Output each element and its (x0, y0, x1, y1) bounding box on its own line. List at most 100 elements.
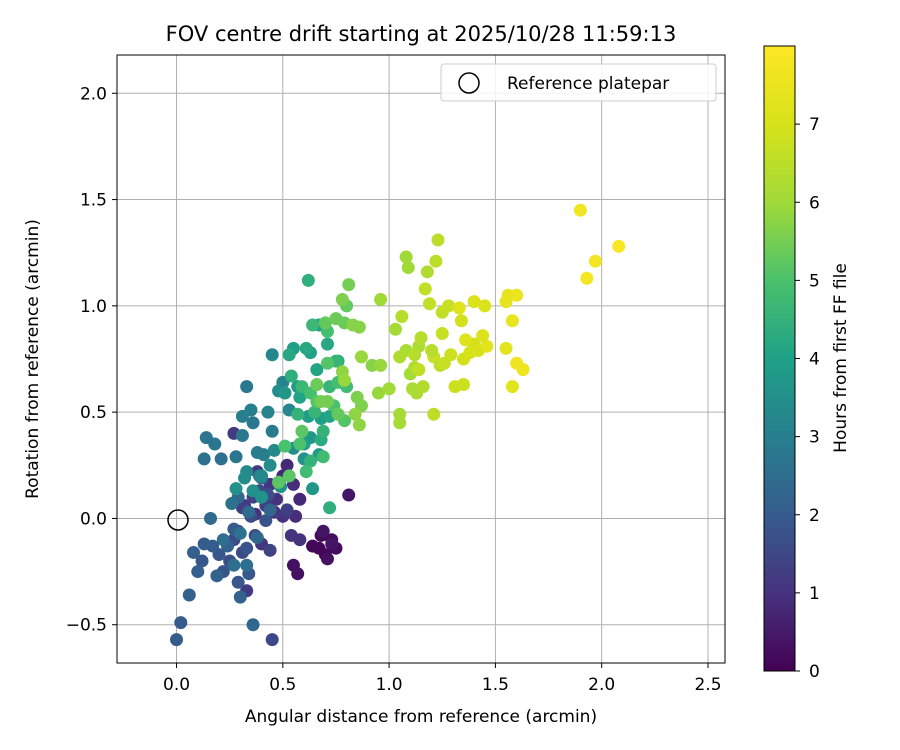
y-tick-label: 0.0 (80, 509, 107, 529)
data-point (293, 437, 307, 451)
data-point (393, 416, 407, 430)
data-point (452, 301, 466, 315)
data-point (342, 488, 356, 502)
data-point (505, 380, 519, 394)
colorbar-tick-label: 4 (809, 350, 820, 370)
data-point (337, 373, 351, 387)
data-point (293, 390, 307, 404)
x-axis: 0.0 0.5 1.0 1.5 2.0 2.5 (163, 663, 722, 695)
data-point (431, 233, 445, 247)
data-point (229, 450, 243, 464)
data-point (299, 465, 313, 479)
data-point (191, 565, 205, 579)
data-point (499, 341, 513, 355)
colorbar-gradient (763, 45, 796, 672)
data-point (240, 380, 254, 394)
data-point (284, 369, 298, 383)
colorbar-tick-label: 0 (809, 662, 820, 682)
data-point (454, 314, 468, 328)
data-point (197, 452, 211, 466)
data-point (414, 331, 428, 345)
x-tick-label: 0.5 (269, 675, 296, 695)
data-point (510, 288, 524, 302)
data-point (265, 348, 279, 362)
data-point (405, 382, 419, 396)
data-point (427, 407, 441, 421)
data-point (425, 343, 439, 357)
data-point (320, 337, 334, 351)
y-axis: −0.5 0.0 0.5 1.0 1.5 2.0 (66, 84, 117, 636)
data-point (429, 254, 443, 268)
x-tick-label: 2.0 (588, 675, 615, 695)
plot-frame (116, 54, 726, 664)
data-point (278, 439, 292, 453)
data-point (308, 405, 322, 419)
legend-label: Reference platepar (507, 74, 669, 94)
data-point (265, 424, 279, 438)
data-point (291, 407, 305, 421)
data-point (233, 590, 247, 604)
data-point (320, 552, 334, 566)
y-tick-label: 1.0 (80, 297, 107, 317)
data-point (282, 348, 296, 362)
data-point (352, 418, 366, 432)
data-point (197, 537, 211, 551)
data-point (263, 458, 277, 472)
data-point (412, 363, 426, 377)
y-tick-label: 0.5 (80, 403, 107, 423)
data-point (261, 405, 275, 419)
data-point (170, 633, 184, 647)
data-point (516, 363, 530, 377)
colorbar-tick-label: 2 (809, 506, 820, 526)
data-point (295, 424, 309, 438)
data-point (316, 524, 330, 538)
data-point (310, 378, 324, 392)
data-point (612, 239, 626, 253)
data-point (459, 333, 473, 347)
data-point (416, 380, 430, 394)
data-point (278, 386, 292, 400)
data-point (250, 531, 264, 545)
data-point (301, 273, 315, 287)
data-point (408, 348, 422, 362)
data-point (401, 261, 415, 275)
data-point (263, 503, 277, 517)
data-point (240, 541, 254, 555)
data-point (299, 341, 313, 355)
data-point (505, 314, 519, 328)
data-point (182, 588, 196, 602)
data-point (437, 356, 451, 370)
legend-box (440, 63, 717, 102)
data-point (255, 469, 269, 483)
data-point (573, 203, 587, 217)
data-point (306, 318, 320, 332)
data-point (342, 278, 356, 292)
data-point (306, 482, 320, 496)
colorbar-label: Hours from first FF file (831, 263, 851, 453)
data-point (195, 554, 209, 568)
colorbar-tick-label: 1 (809, 584, 820, 604)
x-axis-label: Angular distance from reference (arcmin) (245, 707, 597, 727)
data-point (291, 567, 305, 581)
data-point (588, 254, 602, 268)
data-point (242, 505, 256, 519)
data-point (208, 437, 222, 451)
data-point (329, 312, 343, 326)
data-point (580, 271, 594, 285)
data-point (235, 409, 249, 423)
data-point (225, 497, 239, 511)
data-point (214, 452, 228, 466)
colorbar-tick-label: 5 (809, 271, 820, 291)
x-tick-label: 2.5 (694, 675, 721, 695)
y-tick-label: 2.0 (80, 84, 107, 104)
data-point (259, 514, 273, 528)
data-point (435, 326, 449, 340)
colorbar-ticks: 0 1 2 3 4 5 6 7 (795, 115, 820, 682)
data-point (457, 378, 471, 392)
data-point (216, 533, 230, 547)
data-point (316, 450, 330, 464)
chart-title: FOV centre drift starting at 2025/10/28 … (166, 22, 677, 46)
data-point (310, 363, 324, 377)
data-point (374, 358, 388, 372)
x-tick-label: 1.0 (376, 675, 403, 695)
